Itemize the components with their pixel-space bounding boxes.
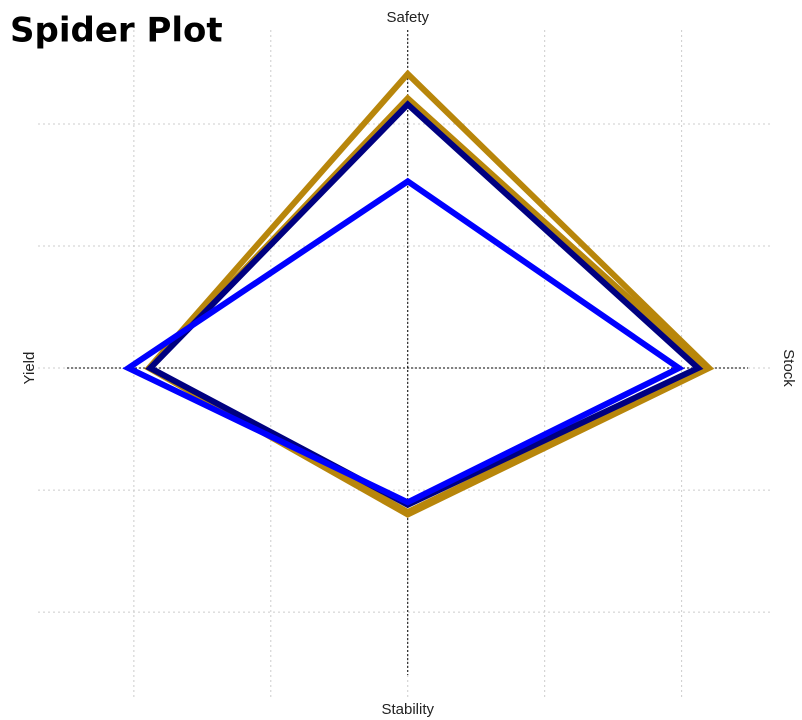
axis-label: Yield <box>21 352 38 385</box>
axis-label: Stock <box>780 349 797 387</box>
axis-label: Safety <box>386 9 429 26</box>
chart-title: Spider Plot <box>10 11 223 51</box>
series-polygon <box>122 177 685 506</box>
axis-label: Stability <box>381 701 434 718</box>
